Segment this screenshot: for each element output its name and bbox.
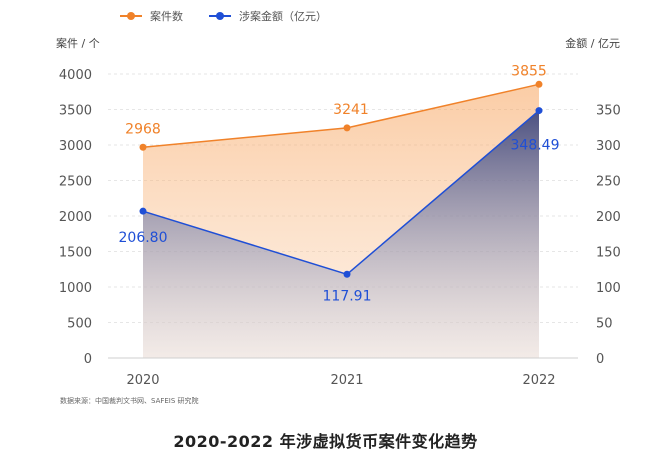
- y-left-tick-label: 0: [84, 352, 92, 367]
- y-right-tick-label: 250: [596, 175, 621, 190]
- x-tick-label: 2021: [330, 373, 363, 388]
- y-right-tick-label: 300: [596, 139, 621, 154]
- data-point-amount: [139, 207, 147, 215]
- data-label-cases: 3241: [333, 102, 369, 118]
- y-axis-left-title: 案件 / 个: [56, 36, 100, 50]
- y-left-tick-label: 3500: [59, 104, 92, 119]
- y-left-tick-label: 2000: [59, 210, 92, 225]
- line-chart: 案件 / 个金额 / 亿元050010001500200025003000350…: [56, 36, 621, 388]
- data-point-cases: [535, 80, 543, 88]
- y-right-tick-label: 200: [596, 210, 621, 225]
- y-left-tick-label: 1000: [59, 281, 92, 296]
- x-tick-label: 2022: [522, 373, 555, 388]
- legend-swatch-amount: [209, 11, 231, 21]
- data-label-amount: 206.80: [119, 230, 168, 246]
- data-point-amount: [535, 107, 543, 115]
- legend-item-amount: 涉案金额（亿元）: [209, 8, 327, 24]
- legend-swatch-cases: [120, 11, 142, 21]
- data-label-amount: 117.91: [323, 288, 372, 304]
- y-left-tick-label: 1500: [59, 246, 92, 261]
- chart-legend: 案件数 涉案金额（亿元）: [120, 5, 327, 27]
- area-amount: [143, 110, 539, 358]
- y-right-tick-label: 100: [596, 281, 621, 296]
- data-label-amount: 348.49: [511, 138, 560, 154]
- data-label-cases: 3855: [511, 63, 547, 79]
- legend-label-cases: 案件数: [150, 10, 183, 23]
- legend-item-cases: 案件数: [120, 8, 183, 24]
- source-note: 数据来源：中国裁判文书网、SAFEIS 研究院: [60, 397, 199, 405]
- y-left-tick-label: 2500: [59, 175, 92, 190]
- y-right-tick-label: 150: [596, 246, 621, 261]
- data-point-cases: [343, 124, 351, 132]
- data-label-cases: 2968: [125, 121, 161, 137]
- chart-title: 2020-2022 年涉虚拟货币案件变化趋势: [173, 432, 478, 451]
- y-left-tick-label: 3000: [59, 139, 92, 154]
- y-right-tick-label: 0: [596, 352, 604, 367]
- y-left-tick-label: 500: [67, 317, 92, 332]
- y-right-tick-label: 350: [596, 104, 621, 119]
- legend-label-amount: 涉案金额（亿元）: [239, 10, 327, 23]
- data-point-amount: [343, 270, 351, 278]
- y-left-tick-label: 4000: [59, 68, 92, 83]
- y-right-tick-label: 50: [596, 317, 613, 332]
- y-axis-right-title: 金额 / 亿元: [565, 36, 620, 50]
- data-point-cases: [139, 143, 147, 151]
- x-tick-label: 2020: [126, 373, 159, 388]
